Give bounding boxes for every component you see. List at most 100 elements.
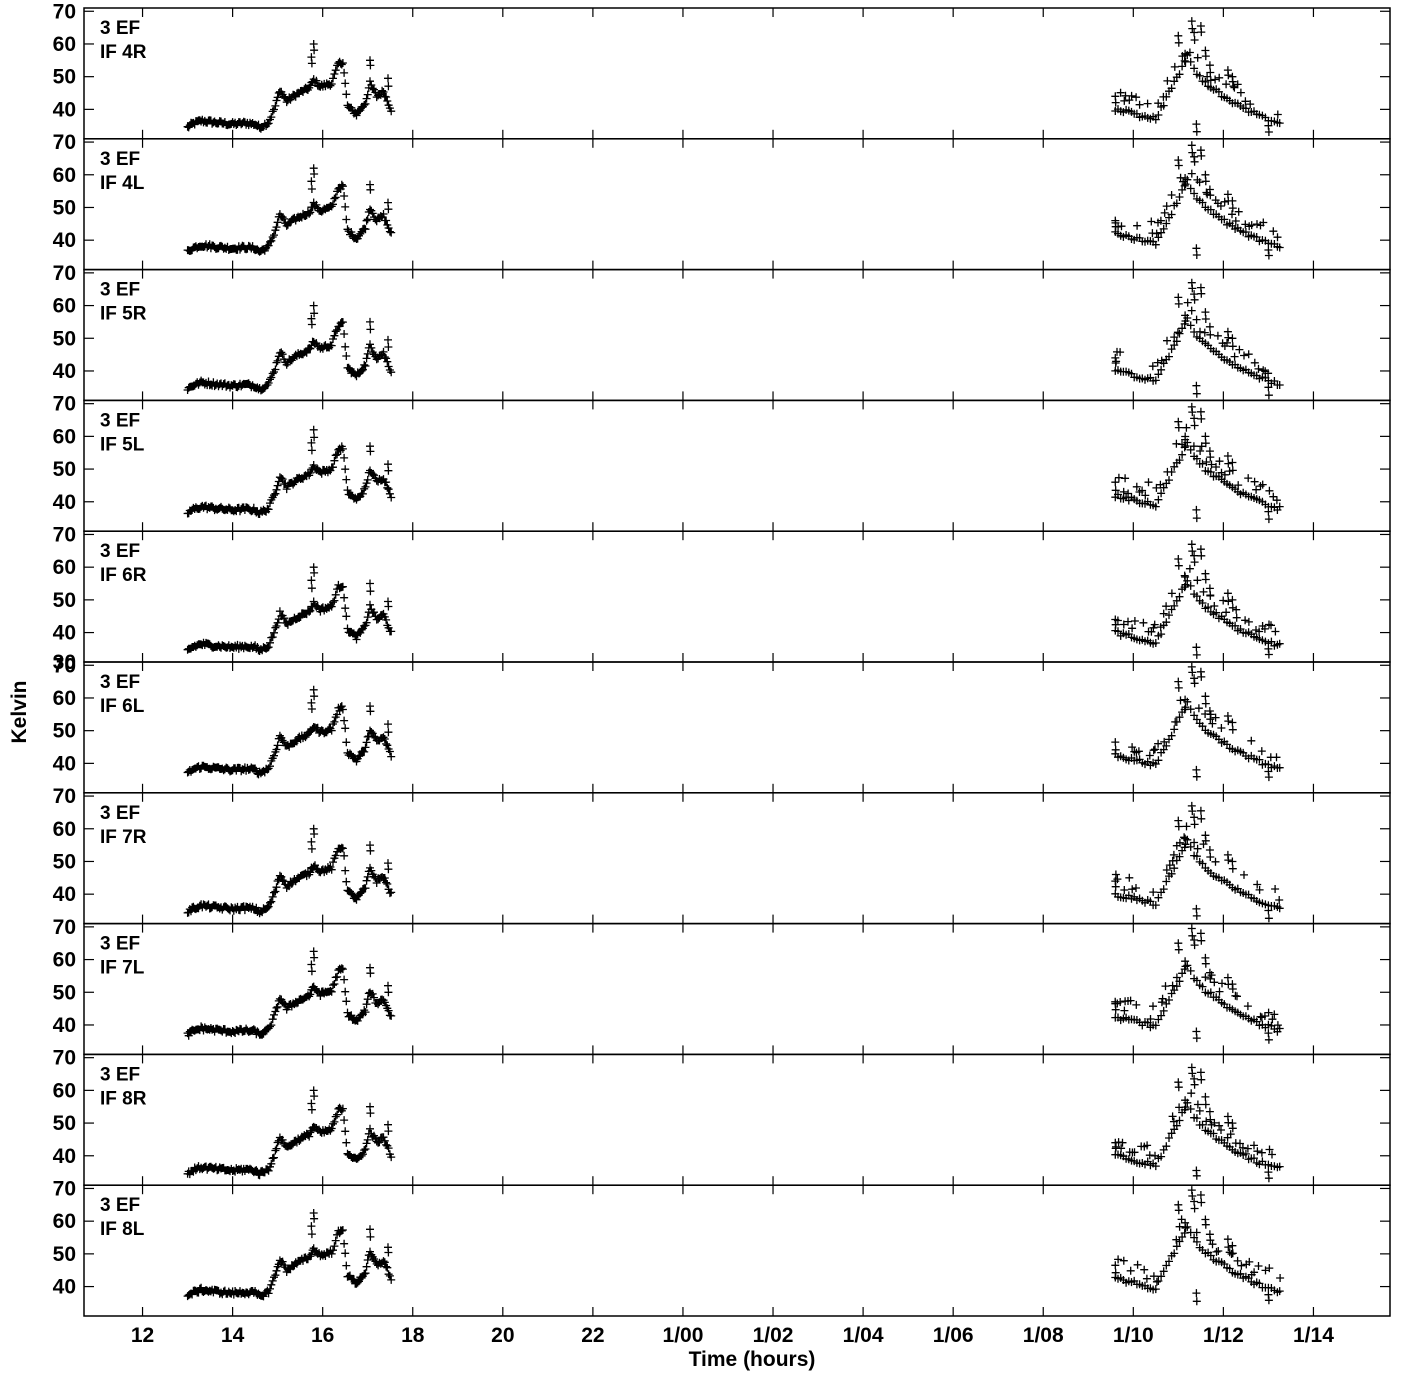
panel-station-label: 3 EF	[100, 1195, 140, 1216]
panel-if-label: IF 4L	[100, 173, 145, 194]
x-tick-label: 1/14	[1293, 1324, 1334, 1347]
data-point-markers	[183, 801, 1284, 923]
x-tick-label: 1/02	[753, 1324, 794, 1347]
y-tick-label: 40	[53, 752, 76, 775]
panel-station-label: 3 EF	[100, 934, 140, 955]
x-tick-label: 14	[221, 1324, 245, 1347]
x-tick-label: 1/10	[1113, 1324, 1154, 1347]
y-tick-label: 70	[53, 654, 76, 677]
data-markers	[183, 278, 1284, 400]
data-markers	[183, 402, 1284, 524]
y-tick-label: 70	[53, 1047, 76, 1070]
data-point-markers	[183, 402, 1284, 524]
panel-if-label: IF 7R	[100, 827, 147, 848]
y-tick-label: 50	[53, 327, 76, 350]
data-point-markers	[183, 1186, 1285, 1306]
y-tick-label: 60	[53, 164, 76, 187]
y-tick-label: 70	[53, 0, 76, 23]
y-tick-label: 50	[53, 458, 76, 481]
x-tick-label: 1/04	[843, 1324, 884, 1347]
panel-if-label: IF 5R	[100, 304, 147, 325]
data-markers	[183, 1186, 1285, 1306]
panel-frame	[83, 7, 1391, 140]
panel-if-label: IF 6R	[100, 565, 147, 586]
data-markers	[183, 141, 1284, 260]
panel: 70 60 50 40 3 EF IF 8L	[53, 1177, 1391, 1317]
y-tick-label: 40	[53, 1276, 76, 1299]
y-axis-title: Kelvin	[8, 680, 31, 743]
panel-if-label: IF 8L	[100, 1219, 145, 1240]
y-tick-label: 60	[53, 425, 76, 448]
y-tick-label: 70	[53, 785, 76, 808]
y-tick-label: 60	[53, 1210, 76, 1233]
chart-panels: 70 60 50 40 3 EF IF 4R 70 60 50 40 3 EF IF 4L 70 60 50…	[53, 0, 1391, 1317]
y-tick-label: 60	[53, 1079, 76, 1102]
panel: 70 60 50 40 3 EF IF 7L	[53, 916, 1391, 1056]
y-tick-label: 60	[53, 818, 76, 841]
y-tick-label: 40	[53, 622, 76, 645]
panel: 70 60 50 40 3 EF IF 7R	[53, 785, 1391, 925]
panel: 70 60 50 40 3 EF IF 4L	[53, 131, 1391, 271]
x-tick-label: 22	[581, 1324, 604, 1347]
y-tick-label: 40	[53, 883, 76, 906]
y-tick-label: 70	[53, 393, 76, 416]
x-tick-label: 1/06	[933, 1324, 974, 1347]
data-markers	[183, 540, 1284, 659]
x-tick-label: 20	[491, 1324, 514, 1347]
x-tick-label: 1/08	[1023, 1324, 1064, 1347]
x-axis-title: Time (hours)	[689, 1348, 816, 1371]
panel: 70 60 50 40 3 EF IF 6L	[53, 654, 1391, 794]
y-tick-label: 60	[53, 949, 76, 972]
panel-if-label: IF 7L	[100, 958, 145, 979]
y-tick-label: 70	[53, 916, 76, 939]
x-tick-label: 1/00	[663, 1324, 704, 1347]
data-point-markers	[183, 924, 1284, 1044]
panel-station-label: 3 EF	[100, 149, 140, 170]
panel-frame	[83, 1184, 1391, 1317]
y-tick-label: 50	[53, 850, 76, 873]
y-tick-label: 50	[53, 1243, 76, 1266]
panel-if-label: IF 5L	[100, 434, 145, 455]
data-point-markers	[183, 1063, 1284, 1183]
y-tick-label: 60	[53, 687, 76, 710]
x-tick-labels: 12 14 16 18 20 22 1/00 1/02 1/04 1/06 1/08 1/10 1/12…	[131, 1324, 1334, 1347]
y-tick-label: 70	[53, 131, 76, 154]
data-point-markers	[183, 278, 1284, 400]
panel: 70 60 50 40 3 EF IF 4R	[53, 0, 1391, 140]
panel-station-label: 3 EF	[100, 541, 140, 562]
panel-if-label: IF 8R	[100, 1088, 147, 1109]
y-tick-label: 50	[53, 196, 76, 219]
panel-station-label: 3 EF	[100, 18, 140, 39]
panel: 70 60 50 40 3 EF IF 8R	[53, 1047, 1391, 1186]
y-tick-label: 50	[53, 981, 76, 1004]
x-tick-label: 16	[311, 1324, 334, 1347]
panel-if-label: IF 6L	[100, 696, 145, 717]
panel-if-label: IF 4R	[100, 42, 147, 63]
data-markers	[183, 924, 1284, 1044]
panel-station-label: 3 EF	[100, 803, 140, 824]
y-tick-label: 60	[53, 33, 76, 56]
y-tick-label: 40	[53, 1145, 76, 1168]
data-point-markers	[183, 540, 1284, 659]
y-tick-label: 40	[53, 98, 76, 121]
panel: 70 60 50 40 3 EF IF 5L	[53, 393, 1391, 532]
x-tick-label: 1/12	[1203, 1324, 1244, 1347]
y-tick-label: 30	[53, 651, 76, 674]
data-markers	[183, 662, 1284, 782]
y-tick-label: 50	[53, 1112, 76, 1135]
data-markers	[183, 1063, 1284, 1183]
x-tick-label: 12	[131, 1324, 154, 1347]
panel: 70 60 50 40 3 EF IF 5R	[53, 262, 1391, 402]
y-tick-label: 70	[53, 262, 76, 285]
y-tick-label: 50	[53, 589, 76, 612]
y-tick-label: 40	[53, 229, 76, 252]
y-tick-label: 50	[53, 720, 76, 743]
y-tick-label: 40	[53, 1014, 76, 1037]
data-point-markers	[183, 141, 1284, 260]
y-tick-label: 70	[53, 523, 76, 546]
panel-station-label: 3 EF	[100, 1064, 140, 1085]
y-tick-label: 60	[53, 556, 76, 579]
data-markers	[183, 801, 1284, 923]
y-tick-label: 40	[53, 491, 76, 514]
